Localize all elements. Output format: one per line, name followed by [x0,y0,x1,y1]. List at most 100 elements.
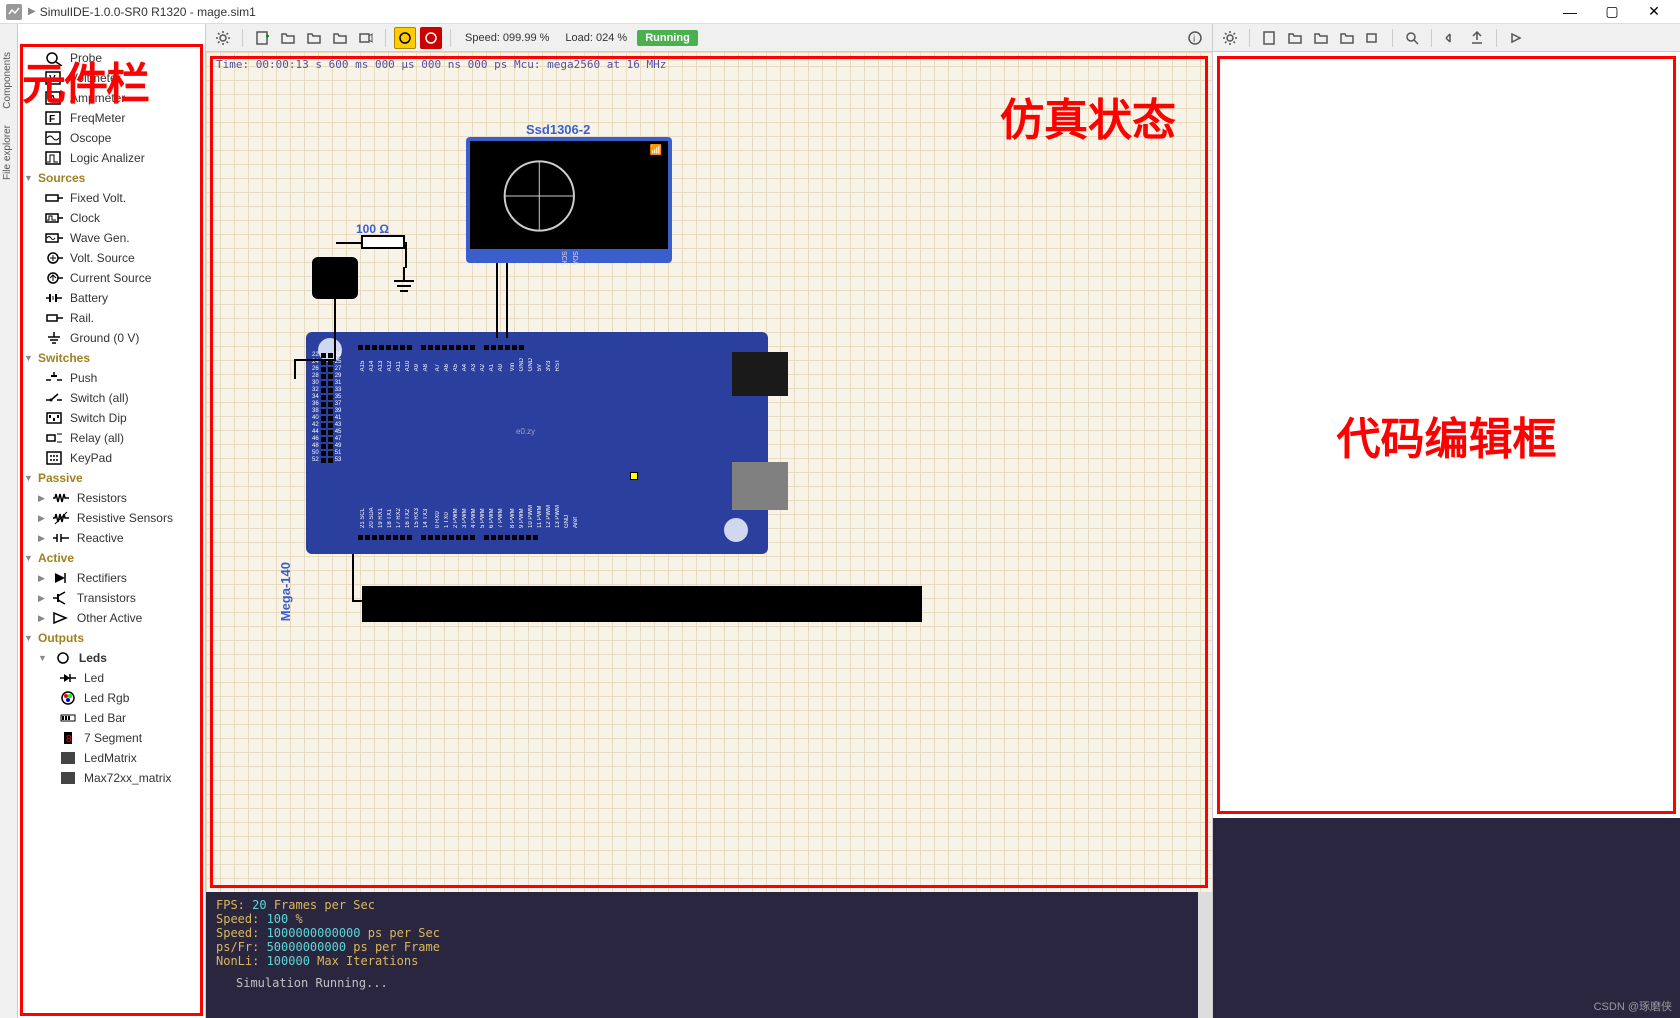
seven-seg-icon: 8 [58,730,78,746]
gear-button[interactable] [1219,27,1241,49]
item-push[interactable]: Push [18,368,205,388]
close-button[interactable]: ✕ [1634,1,1674,23]
open-file-button[interactable] [1284,27,1306,49]
item-max72xx[interactable]: Max72xx_matrix [18,768,205,788]
pause-button[interactable] [394,27,416,49]
caret-icon: ▶ [38,513,45,524]
saveas-button[interactable] [329,27,351,49]
subcat-leds[interactable]: ▼Leds [18,648,205,668]
item-volt-source[interactable]: Volt. Source [18,248,205,268]
arduino-mega[interactable]: e0.zy A15A14A13A12A11A10A9A8A7A6A5A4A3A2… [306,332,768,554]
ledmatrix-icon [58,750,78,766]
video-file-button[interactable] [1362,27,1384,49]
minimize-button[interactable]: — [1550,1,1590,23]
switch-dip-icon [44,410,64,426]
new-file-button[interactable] [1258,27,1280,49]
find-button[interactable] [1401,27,1423,49]
item-logic-analizer[interactable]: Logic Analizer [18,148,205,168]
compile-button[interactable] [1440,27,1462,49]
open-button[interactable] [277,27,299,49]
caret-icon: ▶ [38,573,45,584]
item-clock[interactable]: Clock [18,208,205,228]
saveas-file-button[interactable] [1336,27,1358,49]
item-ampmeter[interactable]: AAmpmeter [18,88,205,108]
wave-gen-icon [44,230,64,246]
item-current-source[interactable]: Current Source [18,268,205,288]
component-black[interactable] [312,257,358,299]
item-resistors[interactable]: ▶Resistors [18,488,205,508]
item-ground[interactable]: Ground (0 V) [18,328,205,348]
item-voltmeter[interactable]: VVoltmeter [18,68,205,88]
item-reactive[interactable]: ▶Reactive [18,528,205,548]
app-icon [6,4,22,20]
cat-sources[interactable]: ▼Sources [18,168,205,188]
load-label: Load: 024 % [565,32,627,44]
caret-icon: ▶ [38,533,45,544]
item-led-rgb[interactable]: Led Rgb [18,688,205,708]
item-keypad[interactable]: KeyPad [18,448,205,468]
maximize-button[interactable]: ▢ [1592,1,1632,23]
item-rail[interactable]: Rail. [18,308,205,328]
item-wave-gen[interactable]: Wave Gen. [18,228,205,248]
usb-connector [732,352,788,396]
black-strip[interactable] [362,586,922,622]
save-button[interactable] [303,27,325,49]
item-battery[interactable]: Battery [18,288,205,308]
annotation-canvas-label: 仿真状态 [1000,84,1176,148]
caret-icon: ▼ [24,553,34,563]
current-source-icon [44,270,64,286]
resistor[interactable] [361,235,405,249]
item-led[interactable]: Led [18,668,205,688]
tab-file-explorer[interactable]: File explorer [0,117,17,188]
gear-button[interactable] [212,27,234,49]
save-file-button[interactable] [1310,27,1332,49]
item-oscope[interactable]: Oscope [18,128,205,148]
item-other-active[interactable]: ▶Other Active [18,608,205,628]
editor-bottom-panel [1213,818,1680,1018]
info-button[interactable]: i [1184,27,1206,49]
cat-switches[interactable]: ▼Switches [18,348,205,368]
stop-button[interactable] [420,27,442,49]
cat-passive[interactable]: ▼Passive [18,468,205,488]
freqmeter-icon: F [44,110,64,126]
code-editor[interactable]: 代码编辑框 [1213,52,1680,818]
item-rectifiers[interactable]: ▶Rectifiers [18,568,205,588]
debug-button[interactable] [1505,27,1527,49]
item-switch-dip[interactable]: Switch Dip [18,408,205,428]
voltmeter-icon: V [44,70,64,86]
item-resistive-sensors[interactable]: ▶Resistive Sensors [18,508,205,528]
switch-icon [44,390,64,406]
item-ledmatrix[interactable]: LedMatrix [18,748,205,768]
ground-symbol[interactable] [392,267,416,300]
scrollbar[interactable] [1198,892,1212,1018]
power-jack [732,462,788,510]
battery-icon [44,290,64,306]
wire [336,242,361,244]
item-transistors[interactable]: ▶Transistors [18,588,205,608]
oled-display[interactable]: 📶 SCKSDA [466,137,672,263]
video-button[interactable] [355,27,377,49]
item-freqmeter[interactable]: FFreqMeter [18,108,205,128]
ground-icon [44,330,64,346]
editor-toolbar [1213,24,1680,52]
item-switch-all[interactable]: Switch (all) [18,388,205,408]
caret-icon: ▶ [38,493,45,504]
cat-active[interactable]: ▼Active [18,548,205,568]
item-fixed-volt[interactable]: Fixed Volt. [18,188,205,208]
tab-components[interactable]: Components [0,44,17,117]
new-button[interactable] [251,27,273,49]
upload-button[interactable] [1466,27,1488,49]
svg-text:V: V [49,74,56,85]
wire [294,359,296,379]
item-relay[interactable]: Relay (all) [18,428,205,448]
cat-outputs[interactable]: ▼Outputs [18,628,205,648]
output-console: FPS: 20 Frames per SecSpeed: 100 %Speed:… [206,892,1212,1018]
signal-icon: 📶 [650,145,662,156]
item-probe[interactable]: Probe [18,48,205,68]
circuit-canvas[interactable]: 仿真状态 Time: 00:00:13 s 600 ms 000 µs 000 … [206,52,1212,892]
logic-analizer-icon [44,150,64,166]
item-7segment[interactable]: 87 Segment [18,728,205,748]
titlebar: ▶ SimulIDE-1.0.0-SR0 R1320 - mage.sim1 —… [0,0,1680,24]
item-led-bar[interactable]: Led Bar [18,708,205,728]
caret-icon: ▼ [24,633,34,643]
